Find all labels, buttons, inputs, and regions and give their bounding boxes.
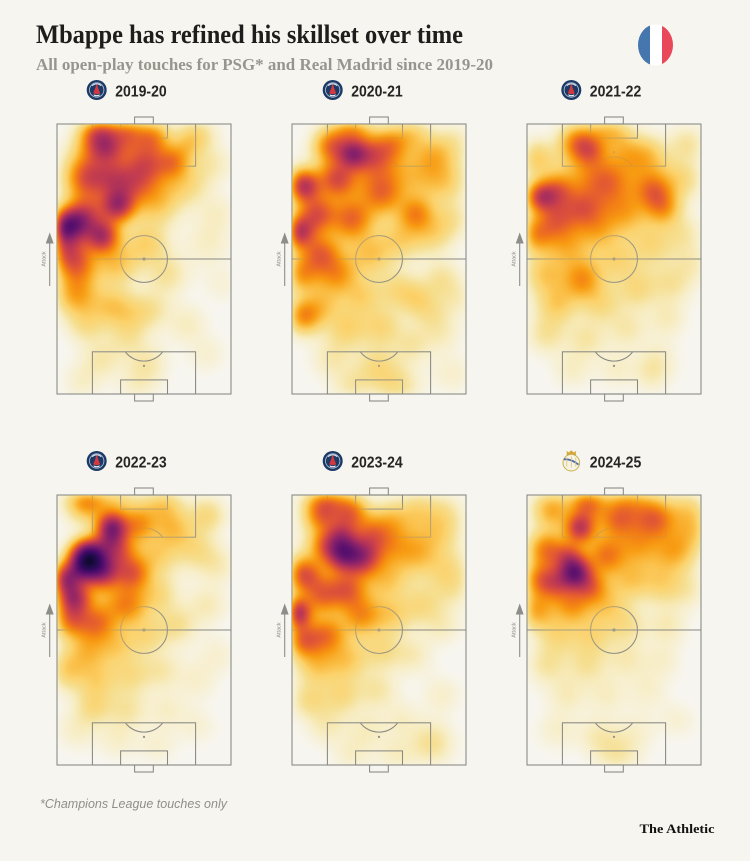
svg-text:2023-24: 2023-24 [351,454,403,471]
svg-text:*Champions League touches only: *Champions League touches only [40,796,228,811]
svg-text:2024-25: 2024-25 [590,454,642,471]
svg-text:2019-20: 2019-20 [115,83,167,100]
svg-text:2020-21: 2020-21 [351,83,403,100]
svg-text:Mbappe has refined his skillse: Mbappe has refined his skillset over tim… [36,20,463,49]
svg-text:2022-23: 2022-23 [115,454,167,471]
svg-text:All open-play touches for PSG*: All open-play touches for PSG* and Real … [36,55,493,74]
svg-text:The Athletic: The Athletic [640,822,716,836]
svg-text:2021-22: 2021-22 [590,83,642,100]
